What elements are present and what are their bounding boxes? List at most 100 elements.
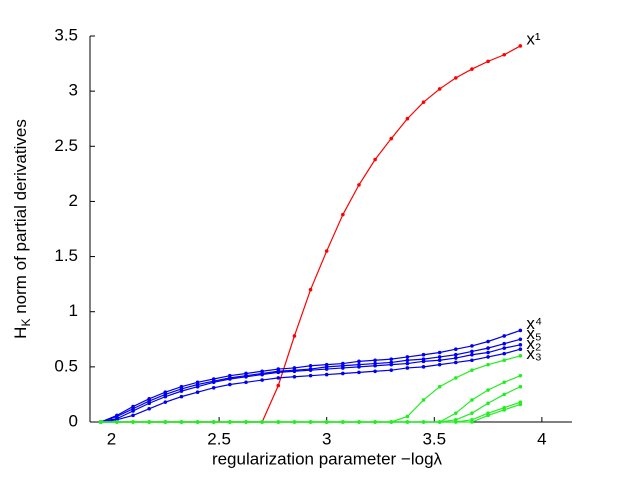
data-point — [518, 347, 523, 352]
data-point — [421, 352, 426, 357]
data-point — [518, 343, 523, 347]
data-point — [502, 358, 507, 363]
data-point — [373, 363, 377, 368]
y-label-sub: K — [19, 319, 33, 327]
data-point — [486, 362, 490, 367]
y-label-rest: norm of partial derivatives — [11, 119, 30, 318]
data-point — [454, 420, 458, 424]
data-point — [437, 384, 442, 389]
data-point — [405, 361, 410, 366]
data-point — [470, 352, 474, 357]
data-point — [163, 400, 168, 404]
data-point — [357, 183, 361, 187]
data-point — [405, 414, 410, 419]
y-tick-label: 1.5 — [54, 246, 78, 265]
data-point — [195, 384, 200, 389]
data-point — [486, 401, 490, 406]
data-point — [421, 365, 426, 369]
data-point — [195, 420, 200, 424]
data-point — [437, 362, 442, 367]
data-point — [486, 355, 490, 359]
data-point — [421, 100, 426, 104]
data-point — [131, 413, 135, 418]
data-point — [260, 378, 264, 382]
data-point — [228, 382, 232, 387]
data-point — [502, 346, 507, 350]
data-point — [389, 420, 394, 424]
data-point — [470, 358, 474, 363]
x-tick-label: 2.5 — [207, 429, 231, 448]
data-point — [179, 394, 184, 399]
data-point — [228, 420, 232, 424]
data-point — [373, 369, 377, 374]
data-point — [518, 384, 523, 389]
x-tick-label: 4 — [537, 429, 546, 448]
data-point — [211, 386, 216, 390]
data-point — [389, 368, 394, 372]
data-point — [276, 376, 281, 380]
series-label: x¹ — [526, 29, 541, 48]
data-point — [147, 420, 151, 424]
data-point — [98, 420, 103, 424]
data-point — [486, 346, 490, 350]
data-point — [518, 402, 523, 407]
data-point — [389, 357, 394, 361]
data-point — [276, 370, 281, 375]
data-point — [115, 420, 119, 424]
data-point — [357, 370, 361, 375]
y-tick-label: 3 — [69, 81, 78, 100]
y-tick-label: 0 — [69, 411, 78, 430]
data-point — [502, 334, 507, 338]
data-point — [486, 339, 490, 344]
data-point — [502, 380, 507, 385]
y-tick-label: 1 — [69, 301, 78, 320]
data-point — [421, 398, 426, 402]
y-axis-label: HK norm of partial derivatives — [11, 119, 33, 339]
data-point — [341, 366, 345, 370]
data-point — [373, 420, 377, 424]
data-point — [454, 347, 458, 352]
data-point — [470, 398, 474, 402]
y-label-main: H — [11, 327, 30, 339]
data-point — [357, 420, 361, 424]
data-point — [421, 420, 426, 424]
x-tick-label: 3.5 — [422, 429, 446, 448]
data-point — [518, 373, 523, 378]
data-point — [518, 328, 523, 333]
data-point — [502, 392, 507, 397]
data-point — [324, 249, 329, 253]
data-point — [292, 369, 297, 374]
data-point — [244, 380, 248, 385]
data-point — [341, 212, 345, 217]
data-point — [502, 341, 507, 346]
series-line — [100, 375, 521, 423]
data-point — [502, 408, 507, 412]
data-point — [244, 420, 248, 424]
data-point — [502, 52, 507, 57]
data-point — [179, 420, 184, 424]
data-point — [357, 359, 361, 364]
data-point — [518, 337, 523, 342]
data-point — [486, 413, 490, 418]
data-point — [454, 76, 458, 80]
data-point — [437, 355, 442, 359]
data-point — [324, 367, 329, 371]
data-point — [421, 359, 426, 364]
data-point — [357, 365, 361, 369]
data-point — [308, 287, 313, 292]
data-point — [341, 371, 345, 376]
data-point — [405, 358, 410, 363]
data-point — [308, 363, 313, 368]
data-point — [211, 380, 216, 385]
data-point — [454, 356, 458, 360]
y-tick-label: 2 — [69, 191, 78, 210]
series-line — [100, 338, 521, 423]
data-point — [470, 368, 474, 372]
y-tick-label: 2.5 — [54, 136, 78, 155]
data-point — [437, 420, 442, 424]
data-point — [292, 420, 297, 424]
data-point — [454, 360, 458, 365]
data-point — [405, 366, 410, 370]
data-point — [486, 388, 490, 392]
